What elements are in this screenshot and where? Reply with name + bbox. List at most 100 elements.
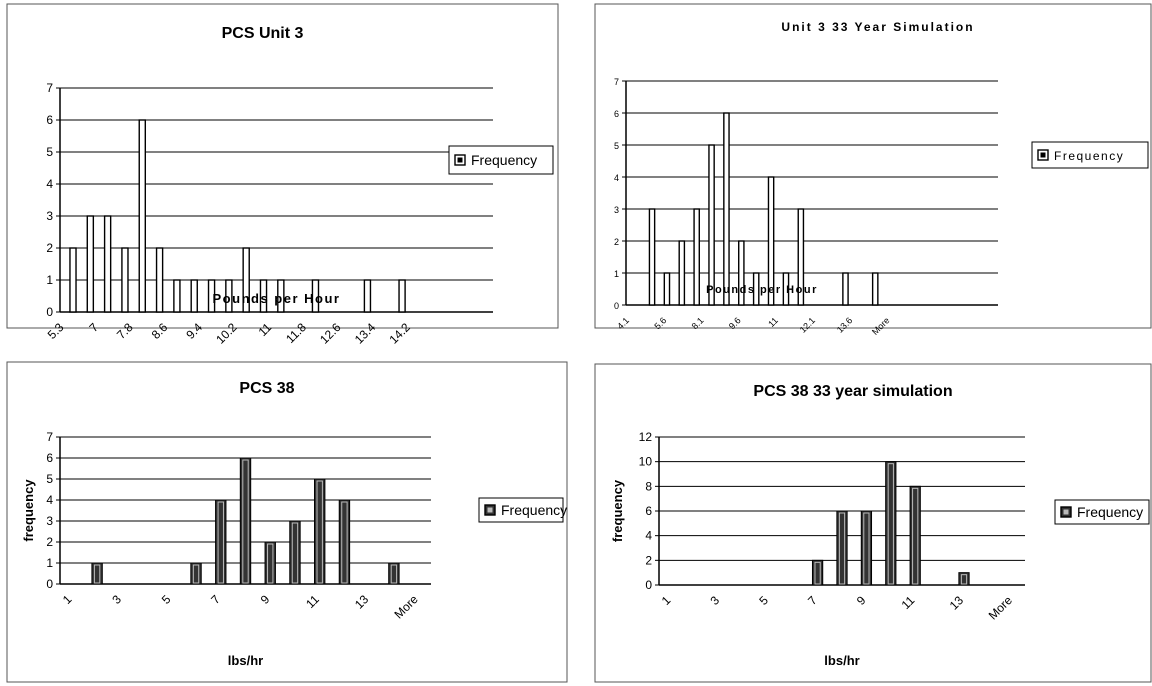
bar [69, 247, 77, 313]
bar-inner [316, 480, 323, 584]
legend-box [448, 145, 554, 175]
y-tick-label: 3 [614, 205, 619, 215]
x-axis-label: Pounds per Hour [213, 291, 341, 306]
legend-swatch-inner [1040, 152, 1046, 158]
y-axis-label: frequency [610, 479, 625, 542]
bar [242, 247, 250, 313]
bar [663, 272, 671, 306]
bar [738, 240, 745, 306]
bar [215, 499, 227, 585]
legend-label: Frequency [471, 152, 537, 168]
y-tick-label: 4 [46, 177, 53, 191]
bar [103, 215, 112, 313]
bar-inner [341, 501, 348, 584]
bar-inner [267, 543, 274, 584]
y-tick-label: 4 [645, 529, 652, 543]
y-tick-label: 12 [639, 430, 653, 444]
y-tick-label: 6 [645, 504, 652, 518]
bar [958, 572, 970, 586]
bar-inner [390, 564, 398, 584]
bar-inner [291, 522, 299, 584]
bar [190, 279, 198, 313]
y-tick-label: 0 [614, 301, 619, 311]
y-tick-label: 8 [645, 479, 652, 493]
bar [138, 119, 147, 313]
y-tick-label: 6 [46, 113, 53, 127]
chart-title: Unit 3 33 Year Simulation [781, 20, 974, 34]
legend-label: Frequency [501, 502, 567, 518]
legend-box [1031, 141, 1149, 169]
bar [259, 279, 268, 313]
y-tick-label: 7 [46, 430, 53, 444]
bar [239, 457, 252, 585]
y-tick-label: 6 [46, 451, 53, 465]
bar-inner [912, 487, 919, 585]
legend-swatch-inner [487, 507, 493, 513]
y-axis-label: frequency [21, 479, 36, 542]
y-tick-label: 5 [46, 145, 53, 159]
bar [909, 485, 921, 586]
bar-inner [242, 459, 249, 584]
y-tick-label: 4 [46, 493, 53, 507]
bar [797, 208, 805, 306]
y-tick-label: 2 [46, 535, 53, 549]
bar [885, 461, 897, 586]
chart-title: PCS 38 [239, 380, 294, 397]
bar [871, 272, 879, 306]
bar [173, 279, 181, 313]
bar-inner [960, 574, 968, 585]
chart-title: PCS 38 33 year simulation [753, 383, 952, 400]
y-tick-label: 4 [614, 173, 619, 183]
bar [708, 144, 715, 306]
bar [363, 279, 372, 313]
y-tick-label: 3 [46, 514, 53, 528]
bar [190, 562, 202, 585]
bar [314, 478, 326, 585]
y-tick-label: 0 [645, 578, 652, 592]
bar [842, 272, 849, 306]
chart-title: PCS Unit 3 [222, 25, 304, 42]
y-tick-label: 7 [46, 81, 53, 95]
bar-inner [863, 512, 870, 585]
x-axis-label: Pounds per Hour [706, 284, 818, 296]
bar [225, 279, 233, 313]
bar [91, 562, 103, 585]
bar [693, 208, 700, 306]
bar [388, 562, 400, 585]
bar [264, 541, 276, 585]
legend-label: Frequency [1054, 149, 1124, 163]
y-tick-label: 1 [46, 273, 53, 287]
y-tick-label: 2 [46, 241, 53, 255]
x-axis-label: lbs/hr [228, 653, 263, 668]
y-tick-label: 2 [614, 237, 619, 247]
y-tick-label: 10 [639, 455, 653, 469]
bar [648, 208, 656, 306]
bar [121, 247, 129, 313]
y-tick-label: 3 [46, 209, 53, 223]
legend-label: Frequency [1077, 504, 1143, 520]
bar [811, 559, 824, 586]
bar [207, 279, 216, 313]
y-tick-label: 0 [46, 577, 53, 591]
y-tick-label: 5 [614, 141, 619, 151]
bar [155, 247, 164, 313]
y-tick-label: 1 [614, 269, 619, 279]
bar [723, 112, 730, 306]
bar [338, 499, 351, 585]
chart-frame [6, 361, 568, 683]
bar-inner [814, 561, 821, 585]
bar-inner [887, 463, 894, 585]
bar [767, 176, 775, 306]
bar [860, 510, 873, 586]
bar [752, 272, 760, 306]
y-tick-label: 6 [614, 109, 619, 119]
y-tick-label: 0 [46, 305, 53, 319]
x-axis-label: lbs/hr [824, 653, 859, 668]
bar-inner [192, 564, 200, 584]
bar-inner [838, 512, 846, 585]
